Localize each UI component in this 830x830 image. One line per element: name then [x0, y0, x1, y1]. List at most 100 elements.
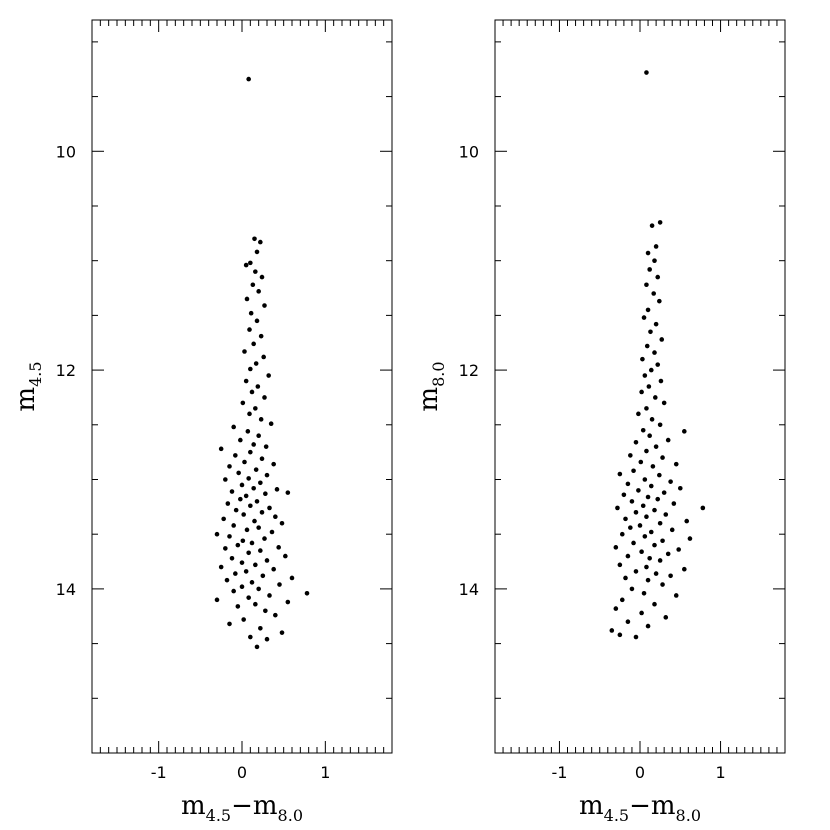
- data-point: [248, 260, 253, 266]
- data-point: [657, 472, 662, 478]
- data-point: [249, 389, 255, 395]
- data-point: [255, 384, 261, 389]
- data-point: [263, 608, 268, 614]
- data-point: [642, 373, 648, 378]
- data-point: [259, 274, 265, 280]
- left-panel: -1 0 1 10 12 14 m4.5−m8.0 m4.5: [11, 19, 393, 825]
- data-point: [636, 411, 641, 417]
- data-point: [242, 349, 247, 354]
- data-point: [660, 455, 665, 460]
- data-point: [676, 547, 681, 552]
- data-point: [657, 422, 663, 428]
- data-point: [249, 580, 255, 585]
- data-point: [657, 220, 663, 225]
- data-point: [629, 499, 635, 504]
- data-point: [653, 444, 659, 449]
- data-point: [652, 258, 657, 263]
- data-point: [218, 564, 224, 570]
- data-point: [644, 70, 649, 75]
- data-point: [273, 612, 278, 618]
- data-point: [631, 468, 636, 474]
- data-point: [645, 577, 651, 583]
- data-point: [639, 389, 644, 395]
- data-point: [628, 453, 633, 458]
- data-point: [619, 597, 625, 603]
- data-point: [687, 536, 693, 541]
- data-point: [239, 584, 245, 590]
- data-point: [218, 446, 224, 452]
- data-point: [615, 505, 620, 511]
- data-point: [648, 483, 654, 489]
- data-point: [645, 494, 651, 500]
- data-point: [640, 427, 646, 433]
- data-point: [625, 619, 631, 625]
- data-point: [214, 597, 220, 603]
- data-point: [227, 621, 232, 627]
- data-point: [644, 564, 649, 570]
- data-point: [623, 516, 628, 522]
- data-point: [254, 249, 260, 255]
- data-point: [243, 493, 249, 499]
- data-point: [653, 571, 659, 576]
- data-point: [233, 571, 238, 576]
- data-point: [274, 487, 280, 492]
- data-point: [617, 471, 623, 477]
- data-point: [250, 282, 256, 288]
- data-point: [276, 545, 281, 550]
- data-point: [253, 361, 259, 366]
- data-point: [253, 406, 258, 411]
- data-point: [650, 464, 656, 469]
- data-point: [263, 491, 268, 497]
- data-point: [248, 449, 253, 455]
- data-point: [273, 514, 278, 519]
- data-point: [267, 505, 272, 511]
- data-point: [645, 250, 651, 256]
- data-point: [642, 534, 648, 539]
- data-point: [259, 456, 265, 462]
- data-point: [244, 296, 250, 302]
- data-point: [246, 595, 251, 600]
- data-point: [258, 625, 263, 631]
- data-point: [677, 485, 683, 491]
- data-point: [647, 267, 652, 272]
- data-point: [239, 560, 245, 565]
- data-point: [285, 599, 291, 605]
- data-point: [640, 356, 645, 362]
- data-point: [285, 490, 291, 495]
- data-point: [244, 527, 250, 533]
- data-point: [243, 262, 249, 268]
- data-point: [619, 531, 625, 537]
- data-point: [258, 417, 264, 422]
- data-point: [652, 601, 657, 607]
- data-point: [642, 477, 648, 482]
- data-point: [253, 601, 258, 607]
- data-point: [652, 507, 657, 513]
- data-point: [269, 529, 275, 535]
- data-point: [256, 289, 261, 294]
- data-point: [248, 634, 253, 640]
- data-point: [262, 536, 267, 541]
- data-point: [266, 373, 271, 378]
- data-point: [235, 542, 241, 548]
- data-point: [639, 610, 644, 616]
- x-tick-label: 0: [237, 763, 247, 782]
- data-point: [682, 429, 687, 434]
- data-point: [657, 520, 663, 526]
- data-point: [304, 590, 310, 596]
- y-tick-label: 12: [56, 361, 76, 380]
- data-point: [223, 546, 228, 551]
- data-point: [700, 505, 706, 511]
- data-point: [258, 480, 263, 486]
- data-point: [259, 510, 265, 515]
- y-tick-label: 10: [56, 142, 76, 161]
- x-tick-label: 0: [635, 763, 645, 782]
- data-point: [617, 632, 623, 638]
- data-point: [252, 236, 257, 242]
- data-point: [251, 341, 256, 347]
- data-point: [256, 525, 261, 530]
- x-tick-label: 1: [320, 763, 330, 782]
- right-panel: -1 0 1 10 12 14 m4.5−m8.0 m8.0: [414, 19, 786, 825]
- data-point: [652, 350, 657, 355]
- data-point: [633, 510, 639, 515]
- data-point: [243, 569, 249, 574]
